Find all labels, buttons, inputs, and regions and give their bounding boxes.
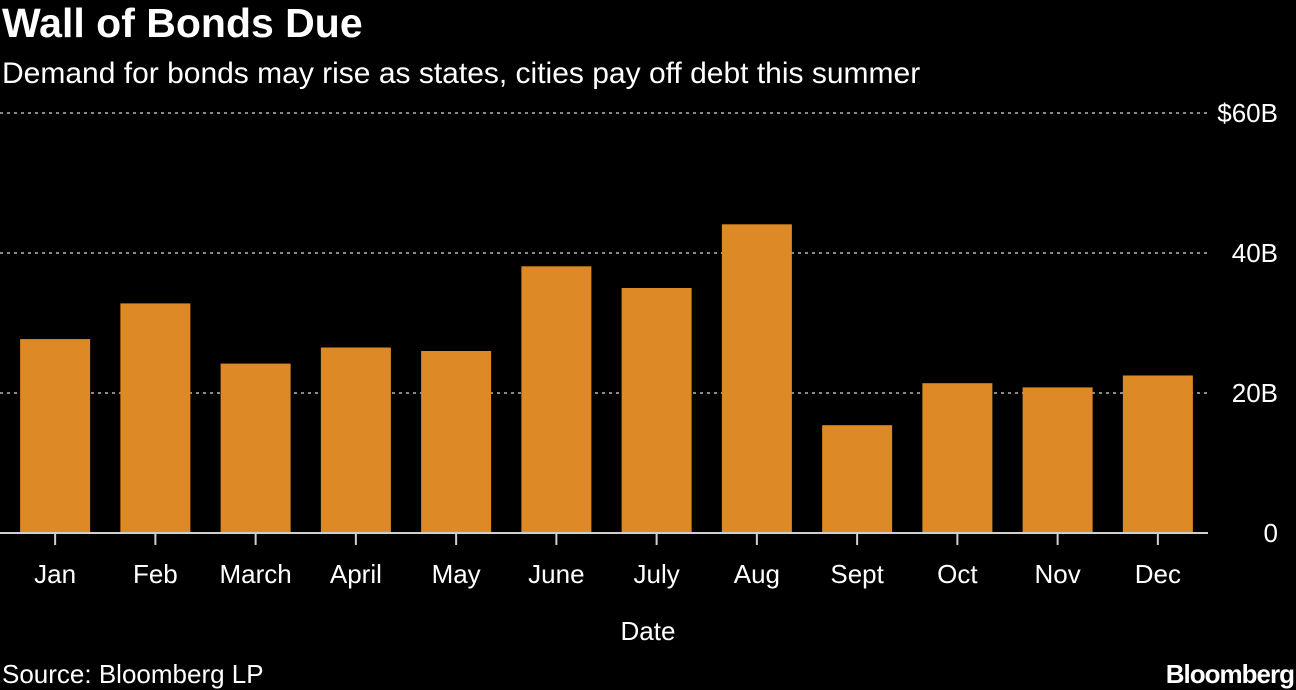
bar-april — [320, 347, 391, 533]
bar-feb — [120, 303, 191, 533]
x-tick-label: June — [528, 559, 584, 589]
bar-may — [421, 351, 492, 533]
y-tick-label: $60B — [1217, 98, 1278, 128]
x-axis-title: Date — [621, 616, 676, 646]
x-tick-label: April — [330, 559, 382, 589]
bars — [20, 224, 1193, 534]
bar-sept — [822, 425, 893, 533]
y-tick-label: 40B — [1232, 238, 1278, 268]
chart-subtitle: Demand for bonds may rise as states, cit… — [2, 57, 921, 90]
bar-june — [521, 266, 592, 533]
bar-jan — [20, 339, 91, 533]
bar-aug — [721, 224, 792, 534]
source-note: Source: Bloomberg LP — [2, 659, 264, 689]
gridlines: 0 20B 40B $60B — [0, 98, 1278, 548]
x-tick-label: July — [634, 559, 680, 589]
x-tick-label: May — [432, 559, 481, 589]
x-tick-label: March — [220, 559, 292, 589]
bar-nov — [1022, 387, 1093, 533]
x-tick-label: Jan — [34, 559, 76, 589]
bar-july — [621, 288, 692, 533]
bloomberg-logo: Bloomberg — [1165, 659, 1295, 689]
x-tick-label: Oct — [937, 559, 978, 589]
x-tick-label: Dec — [1135, 559, 1181, 589]
x-tick-label: Sept — [830, 559, 884, 589]
x-tick-label: Aug — [734, 559, 780, 589]
bar-march — [220, 363, 291, 533]
y-tick-label: 20B — [1232, 378, 1278, 408]
bar-oct — [922, 383, 993, 533]
y-tick-label: 0 — [1264, 518, 1278, 548]
x-tick-label: Feb — [133, 559, 178, 589]
bar-dec — [1122, 375, 1193, 533]
chart-title: Wall of Bonds Due — [2, 0, 363, 46]
x-tick-label: Nov — [1035, 559, 1081, 589]
x-axis: Jan Feb March April May June July Aug Sept Oct Nov… — [0, 532, 1208, 589]
